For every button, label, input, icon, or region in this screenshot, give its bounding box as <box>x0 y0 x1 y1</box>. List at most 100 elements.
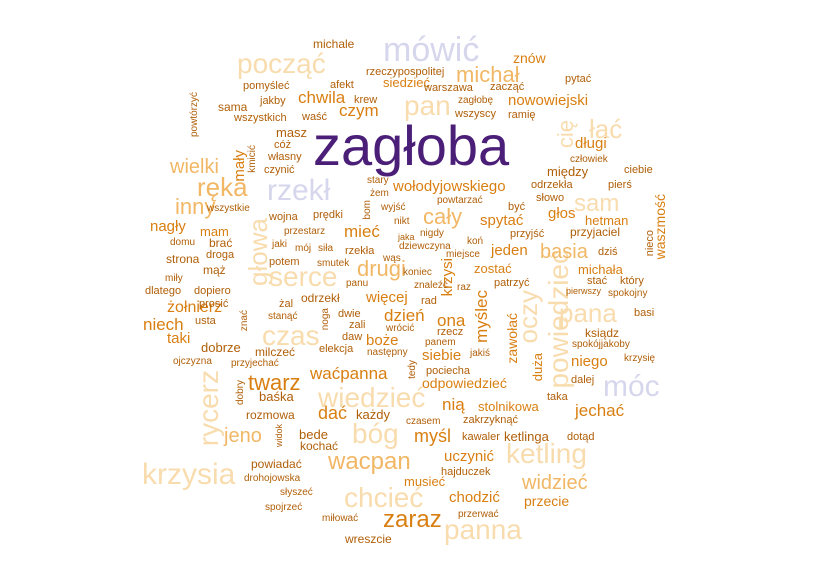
word-was: wąs <box>383 253 401 264</box>
word-czas: czas <box>262 320 320 351</box>
word-moj: mój <box>295 243 312 254</box>
word-ksiadz: ksiądz <box>585 326 620 340</box>
word-glowa: głowa <box>243 218 273 286</box>
word-odrzekla: odrzekła <box>531 179 573 191</box>
word-zem: żem <box>370 188 389 199</box>
word-wacpan: wacpan <box>328 448 411 475</box>
word-twarz: twarz <box>248 370 301 395</box>
word-spokojny: spokojny <box>608 288 648 299</box>
word-krzysie: krzysię <box>624 353 656 364</box>
word-ketling: ketling <box>506 438 587 469</box>
word-kochac: kochać <box>300 439 339 453</box>
word-nagly: nagły <box>150 218 186 235</box>
word-milczec: milczeć <box>255 345 296 359</box>
word-taki: taki <box>167 330 191 347</box>
word-maz: mąż <box>203 263 226 277</box>
word-elekcja: elekcja <box>319 343 354 355</box>
word-zostac: zostać <box>474 261 512 276</box>
word-spytac: spytać <box>480 212 524 229</box>
word-miejsce: miejsce <box>446 249 480 260</box>
word-hajduczek: hajduczek <box>441 466 491 478</box>
word-tedy: tedy <box>407 360 418 379</box>
word-coz: cóż <box>274 139 292 151</box>
word-panem: panem <box>425 337 456 348</box>
word-strona: strona <box>166 252 200 266</box>
word-znalezc: znaleźć <box>414 280 448 291</box>
word-wyjsc: wyjść <box>381 202 406 213</box>
word-powtarzac: powtarzać <box>437 195 483 206</box>
word-spojrzec: spojrzeć <box>265 502 303 513</box>
word-wielki: wielki <box>170 156 219 178</box>
word-rzeczypospolitej: rzeczypospolitej <box>366 66 445 78</box>
word-niech: niech <box>143 315 184 334</box>
word-slyszec: słyszeć <box>280 487 313 498</box>
word-wszystkich: wszystkich <box>234 112 287 124</box>
word-przyjsc: przyjść <box>510 228 545 240</box>
word-dzis: dziś <box>598 246 618 258</box>
word-kazdy: każdy <box>356 407 390 422</box>
word-znac: znać <box>239 310 250 332</box>
word-uczynic: uczynić <box>444 448 495 465</box>
word-zawolac: zawołać <box>504 313 520 364</box>
word-odpowiedziec: odpowiedzieć <box>422 375 507 391</box>
word-wasc: waść <box>302 111 328 123</box>
word-duza: duża <box>530 353 545 382</box>
word-baska: baśka <box>259 389 294 404</box>
word-jechac: jechać <box>575 401 625 420</box>
word-niego: niego <box>571 353 608 370</box>
word-serce: serce <box>269 261 338 292</box>
word-dac: dać <box>318 403 348 423</box>
word-wrocic: wrócić <box>386 323 415 334</box>
word-jaki: jaki <box>272 239 288 250</box>
word-zali: zali <box>349 319 366 331</box>
word-predki: prędki <box>313 209 343 221</box>
word-domu: domu <box>170 237 196 248</box>
word-afekt: afekt <box>330 79 354 91</box>
word-panu: panu <box>346 278 369 289</box>
word-droga: droga <box>206 249 235 261</box>
word-caly: cały <box>423 204 463 229</box>
word-pierwszy: pierwszy <box>566 286 602 296</box>
word-wolodyjowskiego: wołodyjowskiego <box>393 178 506 195</box>
word-czynic: czynić <box>264 164 295 176</box>
word-brac: brać <box>209 236 233 250</box>
word-pan: pan <box>404 90 451 121</box>
word-ciebie: ciebie <box>624 164 653 176</box>
word-powtorzyc: powtórzyć <box>189 92 200 138</box>
word-basia: basia <box>540 241 588 263</box>
word-nia: nią <box>442 395 465 414</box>
word-poczac: począć <box>237 48 326 79</box>
word-drohojowska: drohojowska <box>244 473 301 484</box>
word-miedzy: między <box>547 164 589 179</box>
word-pana: pana <box>559 298 617 328</box>
word-taka: taka <box>547 391 568 403</box>
word-patrzyc: patrzyć <box>494 277 530 289</box>
word-dlatego: dlatego <box>145 285 182 297</box>
word-lac: łać <box>589 114 623 144</box>
word-wszystkie: wszystkie <box>207 203 250 214</box>
word-pomyslec: pomyśleć <box>243 80 290 92</box>
word-jeno: jeno <box>224 425 262 447</box>
word-piers: pierś <box>608 179 632 191</box>
word-nowowiejski: nowowiejski <box>508 92 589 109</box>
word-michale: michale <box>313 37 355 51</box>
word-warszawa: warszawa <box>424 82 473 94</box>
word-mam: mam <box>200 224 229 239</box>
word-myslec: myślec <box>472 290 491 343</box>
word-zaraz: zaraz <box>383 506 442 533</box>
word-zagloba: zagłoba <box>313 114 510 177</box>
word-powiedziec: powiedzieć <box>543 250 574 389</box>
word-chwila: chwila <box>298 88 346 107</box>
word-znow: znów <box>513 50 546 66</box>
word-wacpanna: waćpanna <box>310 364 388 383</box>
word-drugi: drugi <box>357 256 406 281</box>
word-sam: sam <box>574 190 620 217</box>
word-ojczyzna: ojczyzna <box>173 356 212 367</box>
word-cie: cię <box>553 120 578 149</box>
word-reka: ręka <box>197 172 248 202</box>
word-rzekl: rzekł <box>267 174 331 207</box>
word-bog: bóg <box>352 418 399 449</box>
word-noga: noga <box>320 308 331 331</box>
word-przyjechac: przyjechać <box>231 358 279 369</box>
word-kmicic: kmicić <box>247 145 258 173</box>
